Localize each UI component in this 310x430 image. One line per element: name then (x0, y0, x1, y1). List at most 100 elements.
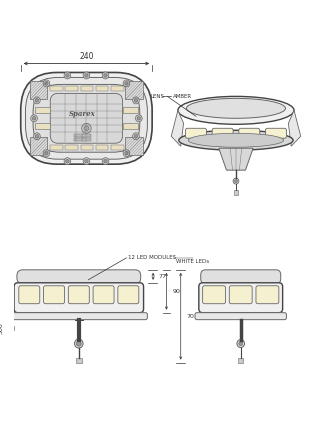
Circle shape (66, 74, 69, 77)
Bar (35, 123, 50, 129)
Text: WHITE LEDs: WHITE LEDs (176, 259, 209, 264)
FancyBboxPatch shape (19, 286, 40, 304)
FancyBboxPatch shape (256, 286, 279, 304)
FancyBboxPatch shape (93, 286, 114, 304)
Circle shape (64, 158, 71, 165)
Bar (82, 134, 91, 137)
FancyBboxPatch shape (21, 73, 152, 164)
FancyBboxPatch shape (203, 286, 225, 304)
Bar (123, 108, 138, 114)
Bar (96, 86, 108, 92)
Circle shape (134, 135, 138, 138)
Circle shape (239, 341, 243, 346)
FancyBboxPatch shape (17, 270, 141, 284)
Bar (238, 357, 243, 362)
FancyBboxPatch shape (68, 286, 89, 304)
Bar (126, 81, 143, 99)
Bar (30, 137, 47, 155)
Circle shape (104, 74, 107, 77)
Circle shape (77, 341, 81, 346)
FancyBboxPatch shape (199, 283, 283, 313)
Bar (82, 138, 91, 141)
Circle shape (125, 82, 128, 85)
Circle shape (83, 72, 90, 79)
Circle shape (35, 135, 39, 138)
Bar (96, 145, 108, 150)
Circle shape (83, 158, 90, 165)
Circle shape (74, 339, 83, 348)
Circle shape (85, 74, 88, 77)
Text: Sparex: Sparex (69, 111, 96, 118)
Bar (9, 326, 14, 330)
FancyBboxPatch shape (229, 286, 252, 304)
Circle shape (84, 126, 89, 131)
Circle shape (133, 97, 139, 104)
Ellipse shape (179, 130, 293, 150)
Circle shape (133, 133, 139, 140)
Circle shape (135, 115, 142, 122)
Bar (74, 134, 84, 137)
FancyBboxPatch shape (50, 93, 123, 143)
Circle shape (82, 123, 91, 133)
FancyBboxPatch shape (44, 286, 64, 304)
FancyBboxPatch shape (118, 286, 139, 304)
Ellipse shape (186, 98, 286, 118)
Circle shape (235, 180, 237, 183)
Circle shape (134, 98, 138, 102)
Polygon shape (171, 111, 184, 146)
Text: 300: 300 (0, 322, 3, 334)
Bar (35, 108, 50, 114)
Circle shape (31, 115, 38, 122)
Circle shape (137, 117, 140, 120)
Circle shape (237, 340, 245, 347)
FancyBboxPatch shape (201, 270, 281, 284)
Text: AMBER: AMBER (173, 94, 192, 99)
Bar (81, 86, 93, 92)
FancyBboxPatch shape (14, 283, 144, 313)
Bar (74, 138, 84, 141)
Circle shape (32, 117, 36, 120)
Circle shape (102, 72, 109, 79)
Circle shape (125, 151, 128, 155)
Bar (234, 190, 238, 195)
Circle shape (66, 160, 69, 163)
FancyBboxPatch shape (212, 128, 233, 138)
FancyBboxPatch shape (265, 128, 286, 138)
Circle shape (233, 178, 239, 184)
Bar (65, 86, 78, 92)
Bar (65, 145, 78, 150)
Circle shape (123, 80, 130, 87)
Bar (81, 145, 93, 150)
FancyBboxPatch shape (195, 313, 286, 319)
FancyBboxPatch shape (239, 128, 260, 138)
Circle shape (33, 97, 40, 104)
Circle shape (102, 158, 109, 165)
Circle shape (43, 80, 50, 87)
Circle shape (45, 82, 48, 85)
Text: 77: 77 (159, 274, 167, 279)
Circle shape (45, 151, 48, 155)
Ellipse shape (188, 133, 284, 147)
Bar (126, 137, 143, 155)
Ellipse shape (178, 96, 294, 124)
FancyBboxPatch shape (33, 84, 140, 152)
Circle shape (33, 133, 40, 140)
Circle shape (64, 72, 71, 79)
Bar (30, 81, 47, 99)
FancyBboxPatch shape (25, 77, 147, 159)
Bar (111, 86, 124, 92)
FancyBboxPatch shape (10, 313, 147, 319)
Text: 12 LED MODULES: 12 LED MODULES (128, 255, 176, 260)
Bar (123, 123, 138, 129)
Circle shape (85, 160, 88, 163)
Circle shape (35, 98, 39, 102)
FancyBboxPatch shape (185, 128, 206, 138)
Text: LENS: LENS (150, 94, 164, 99)
Bar (111, 145, 124, 150)
Text: 70: 70 (186, 313, 194, 319)
Polygon shape (288, 111, 301, 146)
Circle shape (123, 150, 130, 157)
Polygon shape (219, 148, 253, 170)
Circle shape (104, 160, 107, 163)
Circle shape (43, 150, 50, 157)
